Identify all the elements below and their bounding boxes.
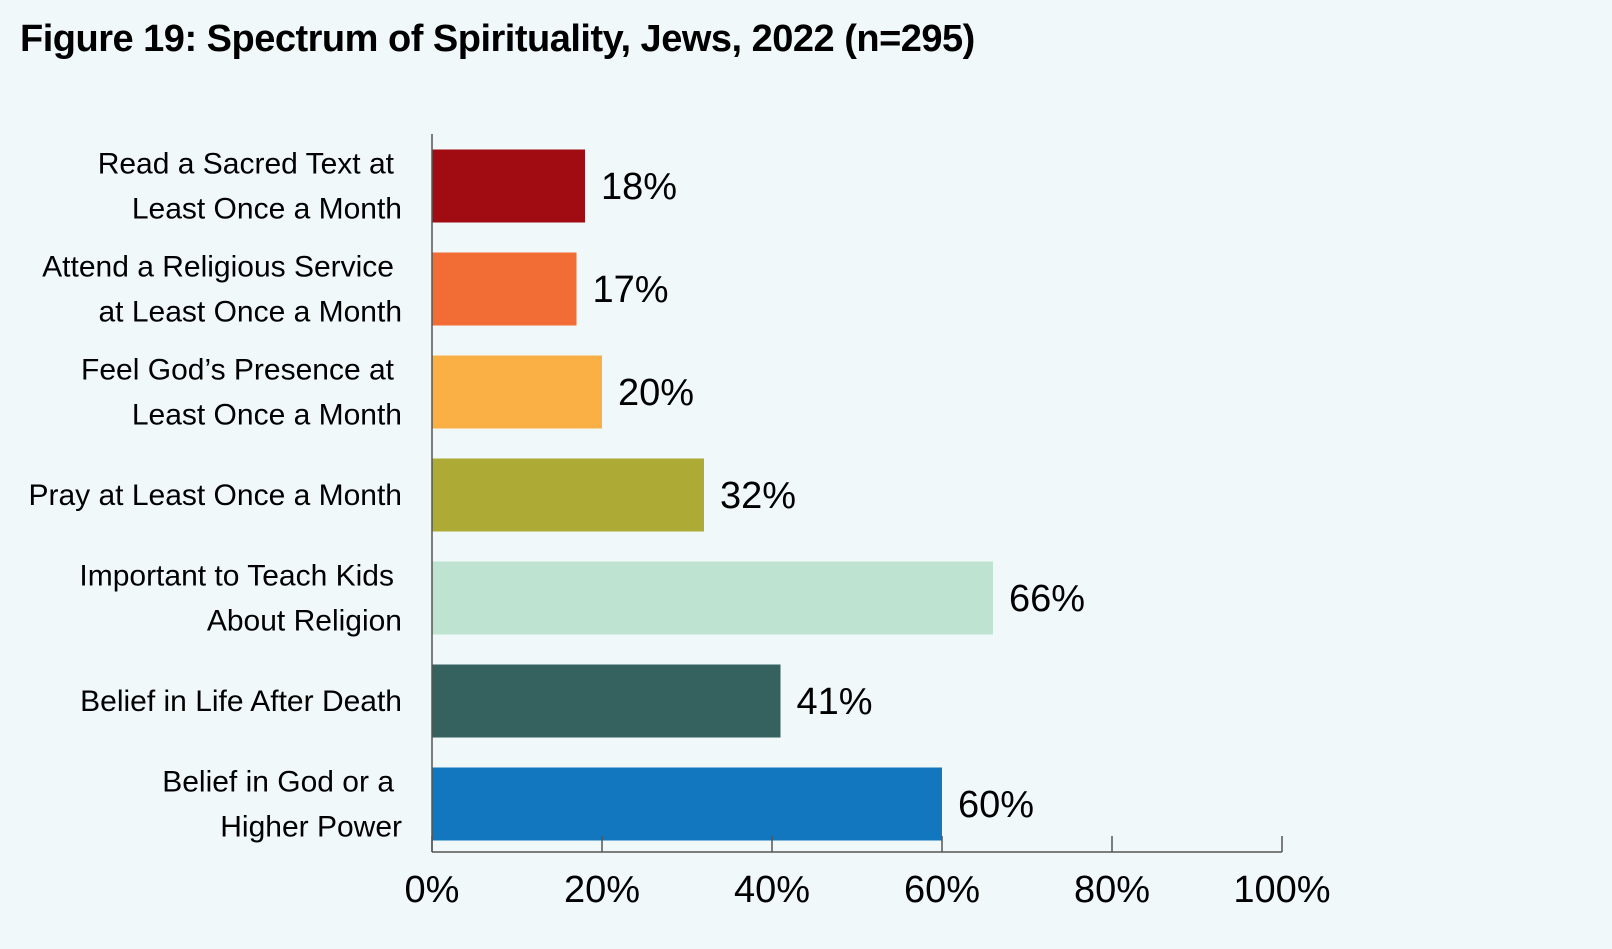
bar-6 — [432, 664, 781, 738]
x-tick-label-40: 40% — [734, 869, 810, 911]
category-label-3-line-1: Feel God’s Presence at — [81, 354, 395, 387]
value-label-3: 20% — [618, 372, 694, 414]
value-label-1: 18% — [601, 166, 677, 208]
x-tick-label-20: 20% — [564, 869, 640, 911]
category-label-5-line-1: Important to Teach Kids — [79, 560, 394, 593]
category-label-5-line-2: About Religion — [207, 605, 402, 638]
category-label-4-line-1: Pray at Least Once a Month — [28, 479, 402, 512]
value-label-5: 66% — [1009, 578, 1085, 620]
category-label-7-line-2: Higher Power — [220, 811, 402, 844]
x-tick-label-100: 100% — [1233, 869, 1330, 911]
category-label-2-line-1: Attend a Religious Service — [42, 251, 394, 284]
bar-7 — [432, 767, 942, 841]
bar-2 — [432, 252, 577, 326]
category-label-7-line-1: Belief in God or a — [162, 766, 394, 799]
category-label-1-line-1: Read a Sacred Text at — [98, 148, 395, 181]
value-label-2: 17% — [593, 269, 669, 311]
value-label-4: 32% — [720, 475, 796, 517]
category-label-3-line-2: Least Once a Month — [132, 399, 402, 432]
chart-title: Figure 19: Spectrum of Spirituality, Jew… — [20, 18, 975, 60]
value-label-6: 41% — [797, 681, 873, 723]
bar-3 — [432, 355, 602, 429]
bar-5 — [432, 561, 993, 635]
bar-1 — [432, 149, 585, 223]
category-label-6-line-1: Belief in Life After Death — [80, 685, 402, 718]
x-tick-label-80: 80% — [1074, 869, 1150, 911]
x-tick-label-0: 0% — [405, 869, 460, 911]
bar-4 — [432, 458, 704, 532]
category-label-2-line-2: at Least Once a Month — [98, 296, 402, 329]
axis-layer: 0% 20% 40% 60% 80% 100% — [405, 134, 1331, 911]
category-label-1-line-2: Least Once a Month — [132, 193, 402, 226]
bars-layer — [432, 149, 993, 841]
value-label-7: 60% — [958, 784, 1034, 826]
labels-layer: 18% Read a Sacred Text at Least Once a Mon… — [28, 148, 1085, 844]
x-tick-label-60: 60% — [904, 869, 980, 911]
